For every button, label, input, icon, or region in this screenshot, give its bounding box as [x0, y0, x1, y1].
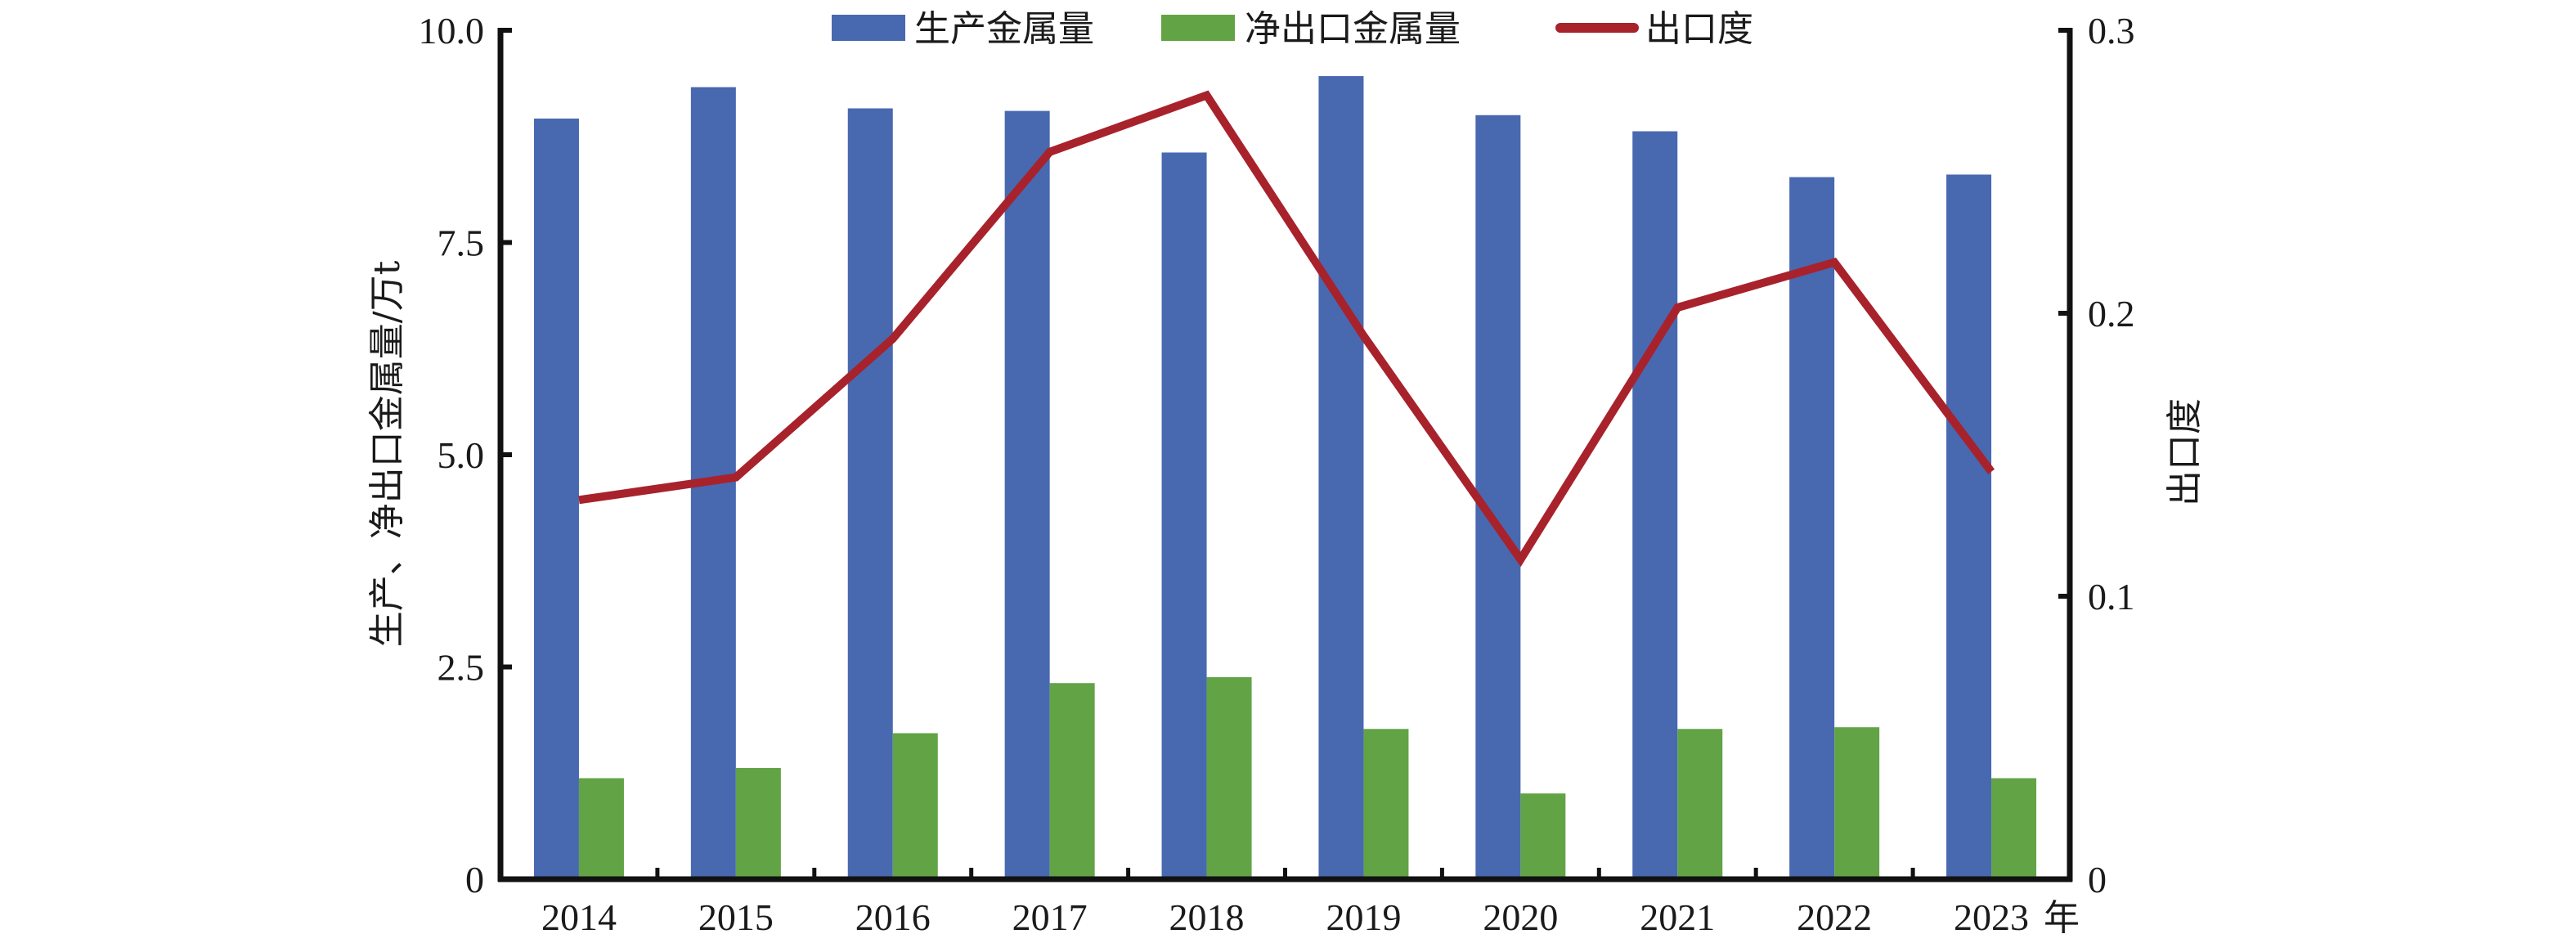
legend: 生产金属量 净出口金属量 出口度: [832, 8, 1753, 50]
axes: [497, 28, 2073, 882]
bar-production-2020: [1475, 115, 1521, 880]
x-tick-label-2014: 2014: [541, 896, 617, 938]
x-tick-label-2015: 2015: [698, 896, 774, 938]
legend-swatch-net-export: [1161, 15, 1235, 41]
bar-net-export-2018: [1206, 676, 1252, 879]
legend-item-production: 生产金属量: [832, 8, 1094, 50]
bar-production-2014: [533, 118, 579, 879]
bar-net-export-2015: [735, 768, 781, 879]
x-tick-label-2019: 2019: [1326, 896, 1401, 938]
x-tick-label-2016: 2016: [855, 896, 931, 938]
bar-production-2021: [1632, 131, 1678, 880]
x-tick-label-2017: 2017: [1012, 896, 1088, 938]
bar-production-2023: [1946, 174, 1992, 879]
left-y-tick-label: 2.5: [438, 647, 485, 689]
legend-item-net-export: 净出口金属量: [1161, 8, 1461, 50]
right-axis-title: 出口度: [2164, 398, 2206, 506]
bar-production-2016: [847, 108, 893, 880]
bar-production-2022: [1789, 177, 1835, 880]
y-axis-tick-labels: 0 2.5 5.0 7.5 10.0 0 0.1 0.2 0.3: [419, 10, 2135, 900]
x-tick-label-2021: 2021: [1640, 896, 1715, 938]
bar-net-export-2023: [1991, 778, 2037, 879]
right-y-tick-label: 0.3: [2088, 10, 2135, 52]
left-y-tick-label: 10.0: [419, 10, 485, 52]
legend-label-export-ratio: 出口度: [1645, 8, 1753, 50]
x-tick-label-2022: 2022: [1797, 896, 1872, 938]
left-y-tick-label: 5.0: [438, 434, 485, 476]
bar-production-2017: [1004, 110, 1050, 880]
x-tick-label-2023: 2023: [1954, 896, 2029, 938]
left-y-tick-label: 7.5: [438, 222, 485, 264]
bar-net-export-2022: [1834, 727, 1880, 879]
bar-net-export-2016: [892, 733, 938, 879]
legend-label-net-export: 净出口金属量: [1245, 8, 1461, 50]
export-ratio-line: [578, 90, 1995, 568]
x-axis-unit-label: 年: [2044, 897, 2080, 939]
x-axis-tick-labels: 2014 2015 2016 2017 2018 2019 2020 2021 2022 2023…: [541, 896, 2080, 939]
bar-production-2018: [1161, 152, 1207, 880]
bar-net-export-2020: [1520, 793, 1566, 879]
right-y-tick-label: 0.2: [2088, 293, 2135, 335]
legend-item-export-ratio: 出口度: [1555, 8, 1753, 50]
bar-net-export-2021: [1677, 729, 1723, 879]
left-y-tick-label: 0: [465, 859, 484, 900]
bar-net-export-2014: [578, 778, 624, 879]
legend-label-production: 生产金属量: [914, 8, 1094, 50]
bar-net-export-2019: [1363, 729, 1409, 879]
left-axis-title: 生产、净出口金属量/万t: [366, 260, 408, 647]
right-y-tick-label: 0.1: [2088, 576, 2135, 617]
x-tick-label-2020: 2020: [1483, 896, 1558, 938]
legend-swatch-production: [832, 15, 905, 41]
bar-net-export-2017: [1049, 683, 1095, 879]
bar-series-layer: [533, 76, 2037, 880]
line-series-layer: [578, 90, 1995, 568]
bar-production-2019: [1318, 76, 1364, 879]
right-y-tick-label: 0: [2088, 859, 2107, 900]
x-tick-label-2018: 2018: [1169, 896, 1245, 938]
